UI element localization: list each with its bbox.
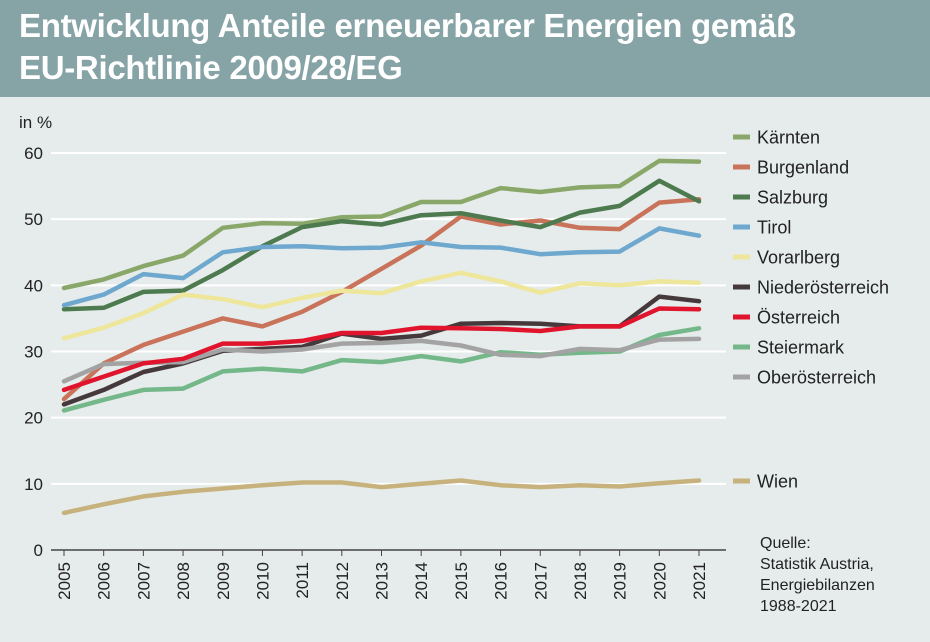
y-tick-label: 60: [24, 144, 43, 163]
legend-label: Oberösterreich: [757, 368, 876, 388]
chart-title: Entwicklung Anteile erneuerbarer Energie…: [19, 5, 796, 89]
series-line-burgenland: [61, 197, 702, 402]
legend-label: Niederösterreich: [757, 278, 889, 298]
x-tick-label: 2006: [95, 562, 114, 600]
x-tick-label: 2013: [373, 562, 392, 600]
x-tick-label: 2007: [134, 562, 153, 600]
x-tick-label: 2014: [412, 562, 431, 600]
x-tick-label: 2012: [333, 562, 352, 600]
source-line: 1988-2021: [760, 598, 837, 615]
series-line-vorarlberg: [61, 270, 702, 341]
legend-label: Wien: [757, 472, 798, 492]
x-tick-label: 2008: [174, 562, 193, 600]
series-line-salzburg: [61, 178, 702, 312]
x-tick-label: 2016: [492, 562, 511, 600]
y-tick-label: 10: [24, 475, 43, 494]
source-note: Quelle: Statistik Austria, Energiebilanz…: [760, 533, 875, 617]
y-axis-label: in %: [19, 113, 52, 132]
x-tick-label: 2010: [253, 562, 272, 600]
legend-label: Steiermark: [757, 338, 845, 358]
series-line-kärnten: [61, 158, 702, 291]
legend-label: Kärnten: [757, 128, 820, 148]
x-tick-label: 2019: [611, 562, 630, 600]
source-line: Statistik Austria,: [760, 556, 874, 573]
chart-title-line-2: EU-Richtlinie 2009/28/EG: [19, 49, 403, 86]
source-line: Quelle:: [760, 535, 811, 552]
legend-label: Salzburg: [757, 188, 828, 208]
y-tick-label: 50: [24, 210, 43, 229]
y-tick-label: 0: [34, 541, 43, 560]
series-line-steiermark: [61, 326, 702, 413]
x-tick-label: 2017: [531, 562, 550, 600]
source-line: Energiebilanzen: [760, 577, 875, 594]
x-tick-label: 2015: [452, 562, 471, 600]
chart-title-line-1: Entwicklung Anteile erneuerbarer Energie…: [19, 7, 796, 44]
x-tick-label: 2009: [214, 562, 233, 600]
x-tick-label: 2020: [650, 562, 669, 600]
series-line-tirol: [61, 226, 702, 308]
x-tick-label: 2018: [571, 562, 590, 600]
legend-label: Vorarlberg: [757, 248, 840, 268]
title-banner: Entwicklung Anteile erneuerbarer Energie…: [0, 0, 930, 97]
x-tick-label: 2005: [55, 562, 74, 600]
legend-label: Burgenland: [757, 158, 849, 178]
series-line-österreich: [61, 306, 702, 393]
x-tick-label: 2011: [293, 562, 312, 599]
y-tick-label: 40: [24, 276, 43, 295]
legend-label: Österreich: [757, 308, 840, 328]
x-tick-label: 2021: [690, 562, 709, 600]
y-tick-label: 20: [24, 409, 43, 428]
legend-label: Tirol: [757, 218, 791, 238]
series-line-wien: [61, 478, 702, 516]
y-tick-label: 30: [24, 343, 43, 362]
